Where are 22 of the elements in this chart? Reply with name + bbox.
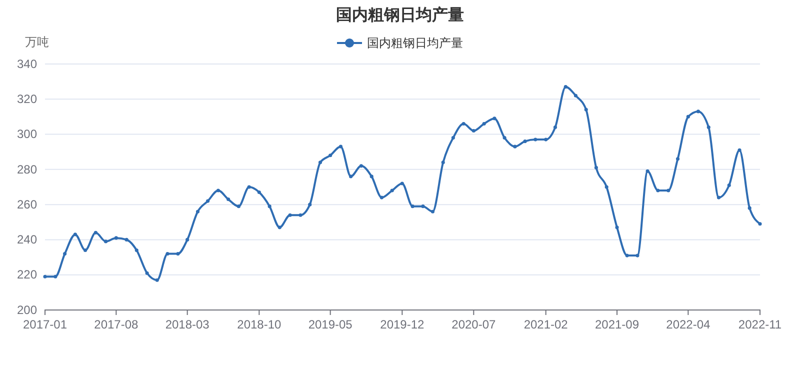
y-tick-label: 340 xyxy=(16,56,38,71)
x-tick-label: 2019-05 xyxy=(308,318,353,332)
y-axis-title: 万吨 xyxy=(25,35,49,49)
chart-title: 国内粗钢日均产量 xyxy=(336,5,464,24)
x-tick-label: 2021-02 xyxy=(524,318,568,332)
x-tick-label: 2017-08 xyxy=(94,318,139,332)
y-tick-label: 300 xyxy=(16,127,38,142)
legend-label: 国内粗钢日均产量 xyxy=(367,36,463,50)
x-tick-label: 2018-03 xyxy=(165,318,210,332)
x-tick-label: 2018-10 xyxy=(237,318,282,332)
x-tick-label: 2019-12 xyxy=(380,318,425,332)
x-tick-label: 2020-07 xyxy=(452,318,496,332)
y-tick-label: 240 xyxy=(16,232,38,247)
y-tick-label: 220 xyxy=(16,268,38,282)
y-tick-label: 280 xyxy=(16,162,38,176)
x-tick-label: 2017-01 xyxy=(22,318,68,332)
x-tick-label: 2022-04 xyxy=(666,318,711,332)
x-tick-label: 2021-09 xyxy=(594,318,640,332)
y-tick-label: 260 xyxy=(16,197,38,212)
x-tick-label: 2022-11 xyxy=(738,318,782,332)
y-tick-label: 320 xyxy=(16,92,38,106)
y-tick-label: 200 xyxy=(16,302,38,317)
